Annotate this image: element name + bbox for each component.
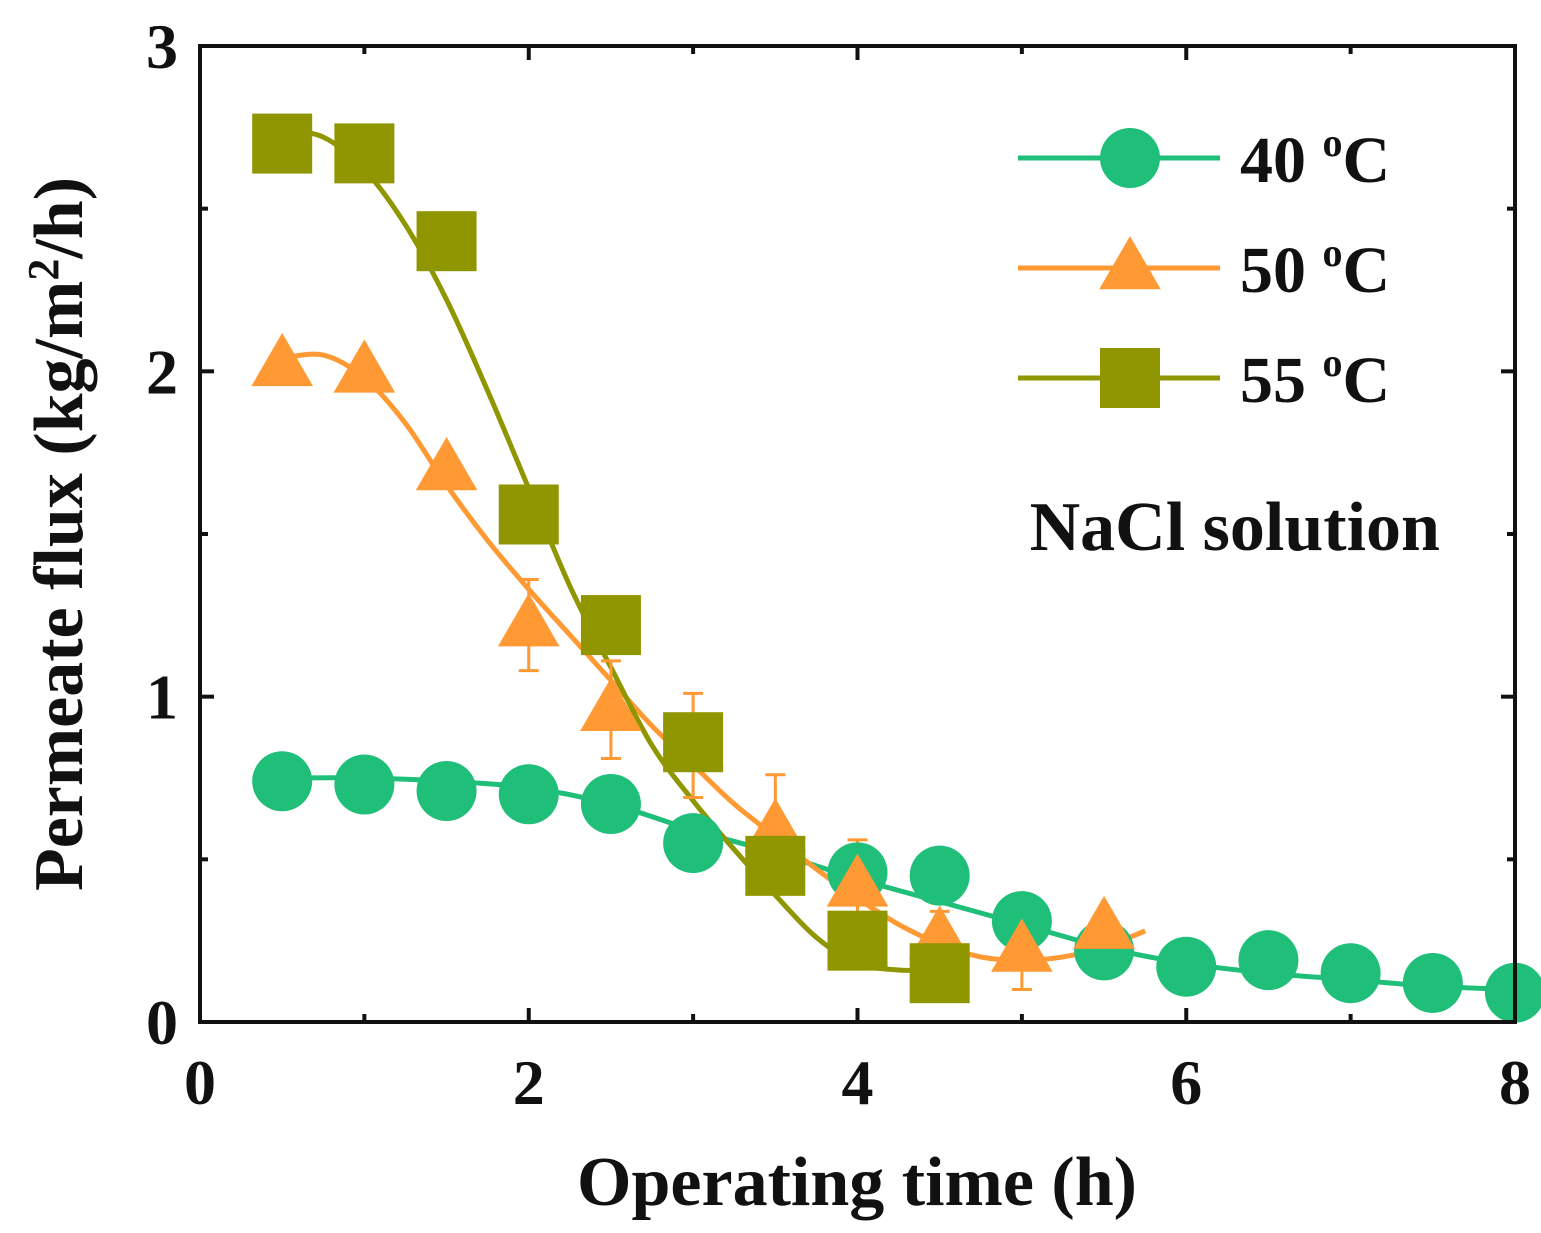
data-point-circle	[1402, 952, 1463, 1013]
data-point-circle	[1156, 936, 1217, 997]
y-tick-label: 3	[146, 11, 178, 82]
legend-label-number: 40	[1240, 124, 1323, 197]
data-point-triangle	[991, 918, 1053, 972]
data-point-square	[416, 211, 477, 272]
y-tick-label: 2	[146, 336, 178, 407]
fit-curve-series-2	[281, 351, 1147, 963]
plot-frame	[198, 44, 1517, 1024]
data-point-triangle	[497, 593, 560, 647]
y-axis-label-sup: 2	[19, 259, 68, 281]
x-axis-label: Operating time (h)	[577, 1144, 1137, 1221]
x-tick-label: 8	[1499, 1047, 1531, 1118]
legend-label-unit: C	[1343, 124, 1391, 197]
legend-marker-circle	[1100, 128, 1160, 188]
data-point-triangle	[580, 677, 642, 731]
y-axis-label-tail: /h)	[21, 177, 98, 260]
annotation-nacl-solution: NaCl solution	[1030, 489, 1440, 566]
data-point-circle	[1320, 943, 1381, 1004]
legend-marker-triangle	[1099, 236, 1161, 290]
x-tick-labels: 0 2 4 6 8	[184, 1047, 1531, 1118]
data-point-triangle	[1073, 895, 1135, 949]
fit-curve-series-3	[281, 128, 940, 973]
data-point-circle	[416, 761, 477, 822]
data-point-triangle	[251, 332, 313, 387]
legend-label-number: 50	[1240, 234, 1323, 307]
data-point-circle	[909, 845, 970, 906]
legend-label-number: 55	[1240, 344, 1323, 417]
x-tick-label: 4	[842, 1047, 874, 1118]
legend-label: 40 oC	[1240, 120, 1390, 197]
data-point-square	[580, 595, 641, 656]
x-tick-label: 2	[513, 1047, 545, 1118]
legend-label-unit: C	[1343, 234, 1391, 307]
data-point-square	[252, 113, 313, 174]
data-point-square	[334, 123, 395, 184]
legend-label-unit: C	[1343, 344, 1391, 417]
x-tick-label: 0	[184, 1047, 216, 1118]
data-point-circle	[252, 751, 313, 812]
y-tick-label: 0	[146, 987, 178, 1058]
data-point-circle	[1238, 930, 1299, 991]
data-point-square	[909, 943, 970, 1004]
data-point-square	[745, 835, 806, 896]
legend-label-degree: o	[1323, 230, 1343, 275]
data-point-circle	[663, 813, 724, 874]
y-axis-label-main: Permeate flux (kg/m	[21, 281, 98, 891]
legend-label: 50 oC	[1240, 230, 1390, 307]
legend-label-degree: o	[1323, 340, 1343, 385]
legend-marker-square	[1100, 348, 1160, 408]
x-tick-label: 6	[1170, 1047, 1202, 1118]
legend-label-degree: o	[1323, 120, 1343, 165]
data-point-square	[663, 712, 724, 773]
data-point-square	[498, 484, 559, 545]
y-tick-label: 1	[146, 662, 178, 733]
y-tick-labels: 0 1 2 3	[146, 11, 178, 1058]
data-point-circle	[498, 764, 559, 825]
fit-curve-series-1	[282, 775, 1516, 992]
data-point-square	[827, 910, 888, 971]
legend-label: 55 oC	[1240, 340, 1390, 417]
data-point-triangle	[826, 853, 889, 907]
y-axis-label: Permeate flux (kg/m2/h)	[19, 177, 98, 891]
markers-layer	[251, 113, 1541, 1023]
data-point-triangle	[415, 437, 478, 491]
data-point-circle	[580, 774, 641, 835]
data-point-triangle	[333, 339, 396, 393]
data-point-circle	[334, 754, 395, 815]
